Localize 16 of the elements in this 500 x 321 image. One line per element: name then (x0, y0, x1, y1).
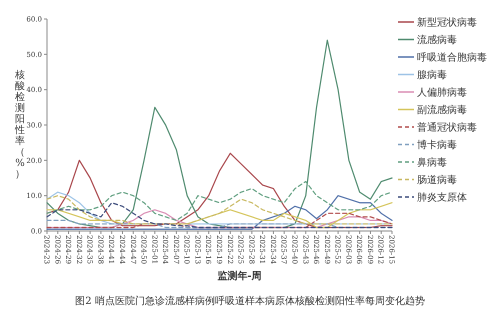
legend-label: 鼻病毒 (417, 156, 447, 168)
text: 核酸检测阳性率（%） (15, 70, 25, 180)
legend-label: 人偏肺病毒 (417, 86, 467, 98)
legend-label: 流感病毒 (417, 34, 457, 46)
legend-label: 副流感病毒 (417, 104, 467, 116)
line-series (46, 180, 393, 221)
legend-label: 博卡病毒 (417, 139, 457, 151)
line-series (46, 40, 393, 228)
legend-label: 普通冠状病毒 (417, 122, 477, 134)
caption: 图2 哨点医院门急诊流感样病例呼吸道样本病原体核酸检测阳性率每周变化趋势 (75, 295, 425, 307)
legend-label: 腺病毒 (417, 69, 447, 81)
legend-label: 肺炎支原体 (417, 192, 467, 204)
x-axis-title: 监测年-周 (217, 270, 262, 282)
legend-label: 呼吸道合胞病毒 (417, 52, 487, 64)
legend-label: 肠道病毒 (417, 174, 457, 186)
legend-label: 新型冠状病毒 (417, 16, 477, 28)
